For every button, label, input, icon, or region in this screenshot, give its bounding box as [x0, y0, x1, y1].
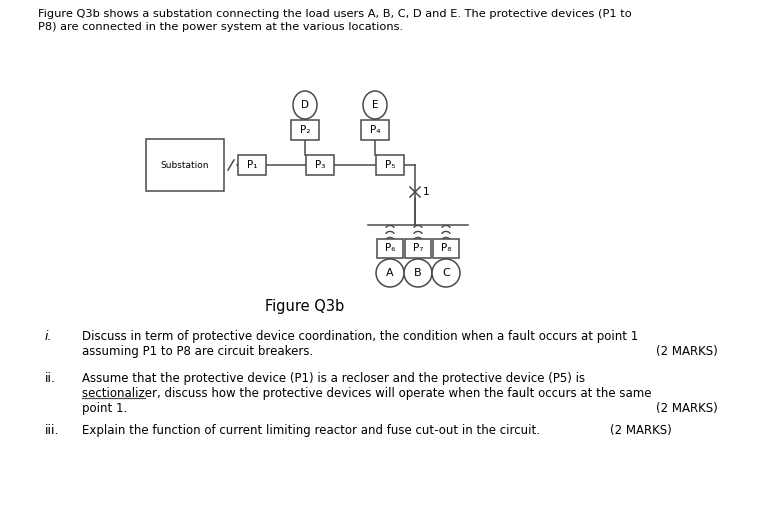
Text: P₂: P₂	[299, 125, 310, 135]
Ellipse shape	[363, 91, 387, 119]
Text: Explain the function of current limiting reactor and fuse cut-out in the circuit: Explain the function of current limiting…	[82, 424, 540, 437]
Text: assuming P1 to P8 are circuit breakers.: assuming P1 to P8 are circuit breakers.	[82, 345, 313, 358]
Text: P₇: P₇	[413, 243, 423, 253]
Bar	[377, 239, 403, 257]
Text: Figure Q3b shows a substation connecting the load users A, B, C, D and E. The pr: Figure Q3b shows a substation connecting…	[38, 9, 632, 19]
Circle shape	[238, 161, 246, 169]
Text: i.: i.	[45, 330, 52, 343]
Text: P₅: P₅	[385, 160, 395, 170]
Circle shape	[376, 259, 404, 287]
Circle shape	[404, 259, 432, 287]
Text: P₃: P₃	[315, 160, 325, 170]
Text: P₈: P₈	[441, 243, 451, 253]
Text: (2 MARKS): (2 MARKS)	[656, 402, 718, 415]
Bar	[291, 120, 319, 140]
Text: C: C	[442, 268, 450, 278]
Text: P₆: P₆	[385, 243, 395, 253]
Text: point 1.: point 1.	[82, 402, 127, 415]
Text: 1: 1	[423, 187, 429, 197]
Text: iii.: iii.	[45, 424, 59, 437]
Text: Substation: Substation	[161, 161, 209, 170]
Bar	[306, 155, 334, 175]
Text: Discuss in term of protective device coordination, the condition when a fault oc: Discuss in term of protective device coo…	[82, 330, 638, 343]
Bar	[405, 239, 431, 257]
Text: Assume that the protective device (P1) is a recloser and the protective device (: Assume that the protective device (P1) i…	[82, 372, 585, 385]
Bar	[361, 120, 389, 140]
Text: P₁: P₁	[247, 160, 257, 170]
Text: D: D	[301, 100, 309, 110]
Text: E: E	[372, 100, 378, 110]
Text: (2 MARKS): (2 MARKS)	[610, 424, 672, 437]
Bar	[146, 139, 224, 191]
Circle shape	[432, 259, 460, 287]
Bar	[433, 239, 459, 257]
Text: B: B	[414, 268, 422, 278]
Bar	[376, 155, 404, 175]
Text: A: A	[386, 268, 394, 278]
Text: Figure Q3b: Figure Q3b	[265, 300, 344, 315]
Bar	[238, 155, 266, 175]
Text: P8) are connected in the power system at the various locations.: P8) are connected in the power system at…	[38, 22, 403, 32]
Text: (2 MARKS): (2 MARKS)	[656, 345, 718, 358]
Text: ii.: ii.	[45, 372, 56, 385]
Ellipse shape	[293, 91, 317, 119]
Text: P₄: P₄	[370, 125, 380, 135]
Text: sectionalizer, discuss how the protective devices will operate when the fault oc: sectionalizer, discuss how the protectiv…	[82, 387, 651, 400]
